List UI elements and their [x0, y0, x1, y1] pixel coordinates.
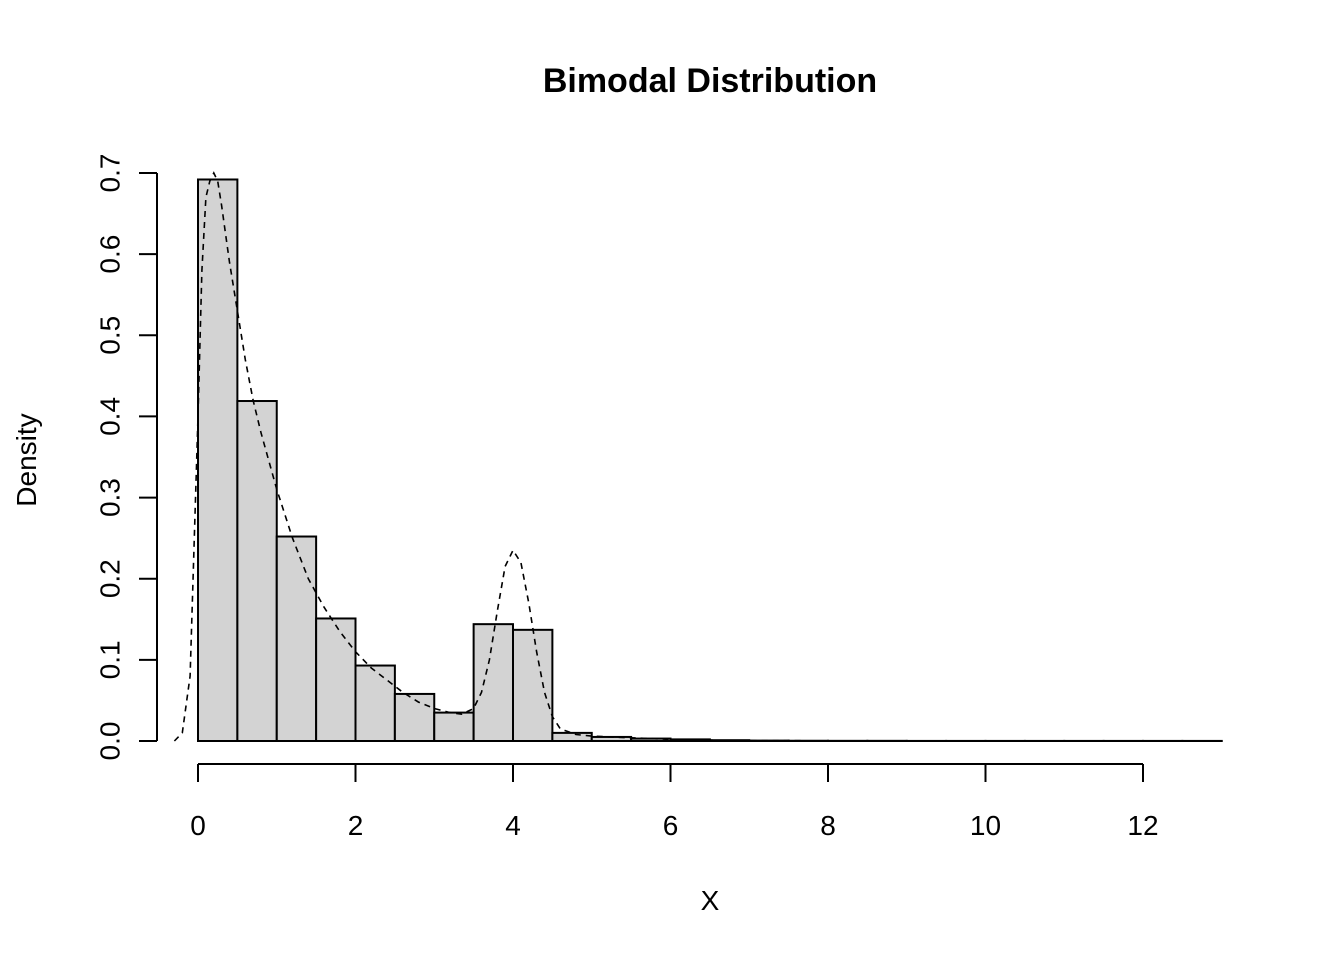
y-tick-label: 0.4: [94, 397, 125, 436]
chart-title: Bimodal Distribution: [543, 62, 877, 100]
x-axis-label: X: [701, 885, 720, 916]
y-tick-label: 0.2: [94, 559, 125, 598]
density-curve: [173, 171, 1222, 742]
x-tick-label: 8: [820, 810, 836, 841]
histogram-bar: [393, 692, 436, 742]
y-tick-label: 0.5: [94, 316, 125, 355]
x-tick-label: 0: [190, 810, 206, 841]
histogram-bar: [197, 178, 239, 742]
x-axis: 0 2 4 6 8 10 12: [190, 763, 1159, 841]
y-axis-label: Density: [11, 413, 42, 506]
histogram-bar: [433, 711, 475, 742]
histogram-bar: [275, 535, 318, 743]
x-tick-label: 10: [970, 810, 1001, 841]
histogram-bar: [354, 664, 396, 743]
y-tick-label: 0.6: [94, 235, 125, 274]
y-tick-label: 0.3: [94, 478, 125, 517]
y-tick-label: 0.7: [94, 154, 125, 193]
histogram-bar: [512, 628, 554, 742]
x-tick-label: 2: [348, 810, 364, 841]
histogram-bar: [236, 400, 278, 742]
x-tick-label: 4: [505, 810, 521, 841]
x-tick-label: 12: [1127, 810, 1158, 841]
y-axis: 0.0 0.1 0.2 0.3 0.4 0.5 0.6 0.7: [94, 154, 158, 761]
histogram-bar: [315, 617, 357, 743]
y-tick-label: 0.0: [94, 722, 125, 761]
histogram-bar: [472, 623, 514, 743]
histogram-bar: [551, 731, 593, 743]
x-tick-label: 6: [663, 810, 679, 841]
y-tick-label: 0.1: [94, 640, 125, 679]
histogram-bars: [197, 178, 1223, 743]
